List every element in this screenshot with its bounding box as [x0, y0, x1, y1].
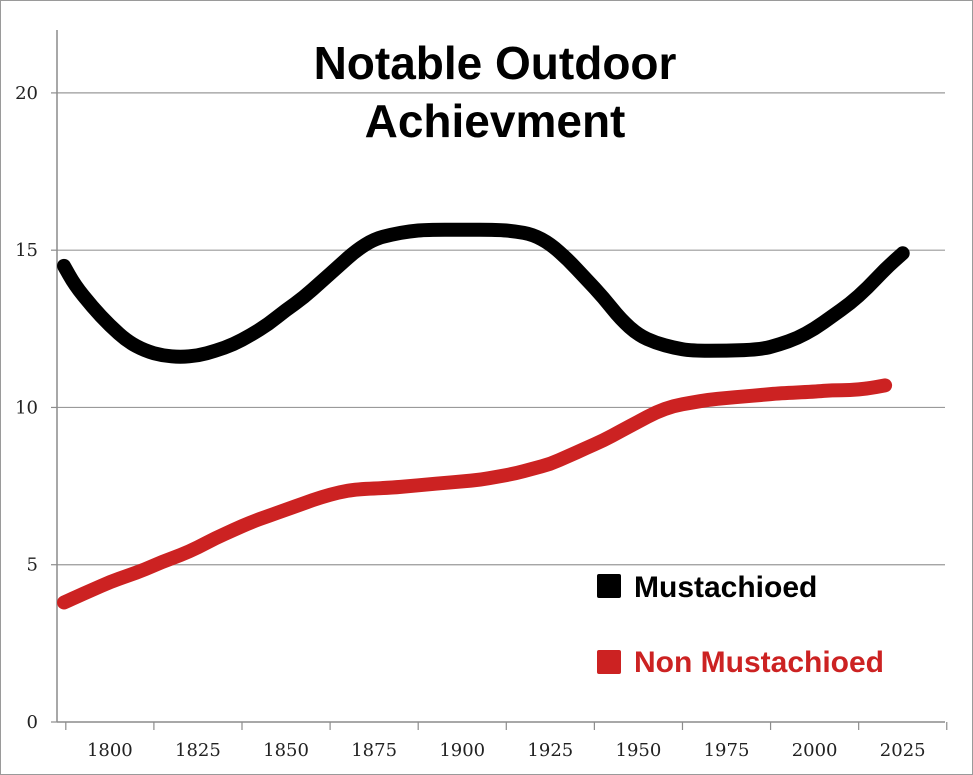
legend-swatch-mustachioed — [597, 574, 621, 598]
x-tick-label: 1950 — [616, 740, 662, 761]
chart-title-line-1: Notable Outdoor — [314, 37, 677, 89]
legend-swatch-non-mustachioed — [597, 650, 621, 674]
x-tick-label: 1900 — [439, 740, 485, 761]
legend-item-non-mustachioed: Non Mustachioed — [597, 646, 884, 679]
legend: Mustachioed Non Mustachioed — [597, 571, 884, 679]
chart-title: Notable Outdoor Achievment — [314, 37, 677, 147]
legend-label-non-mustachioed: Non Mustachioed — [634, 646, 884, 679]
x-tick-label: 1825 — [175, 740, 221, 761]
x-tick-label: 1975 — [704, 740, 750, 761]
gridlines — [57, 92, 945, 566]
y-tick-label: 20 — [15, 83, 38, 104]
legend-item-mustachioed: Mustachioed — [597, 571, 817, 604]
x-tick-label: 1875 — [351, 740, 397, 761]
x-tick-label: 2025 — [880, 740, 926, 761]
x-tick-label: 1925 — [527, 740, 573, 761]
x-tick-label: 1800 — [87, 740, 133, 761]
tick-marks: 0 5 10 15 20 1800 1825 1850 1875 1900 1925 1950 1975… — [15, 83, 948, 761]
y-tick-label: 0 — [27, 712, 38, 733]
series-lines — [57, 222, 910, 610]
chart-title-line-2: Achievment — [365, 95, 626, 147]
series-line-non-mustachioed — [57, 378, 893, 610]
y-tick-label: 15 — [15, 240, 38, 261]
y-tick-label: 5 — [27, 555, 38, 576]
x-tick-label: 2000 — [792, 740, 838, 761]
y-tick-label: 10 — [15, 397, 38, 418]
series-line-mustachioed — [57, 222, 910, 364]
legend-label-mustachioed: Mustachioed — [634, 571, 817, 604]
x-tick-label: 1850 — [263, 740, 309, 761]
axes — [56, 30, 945, 723]
